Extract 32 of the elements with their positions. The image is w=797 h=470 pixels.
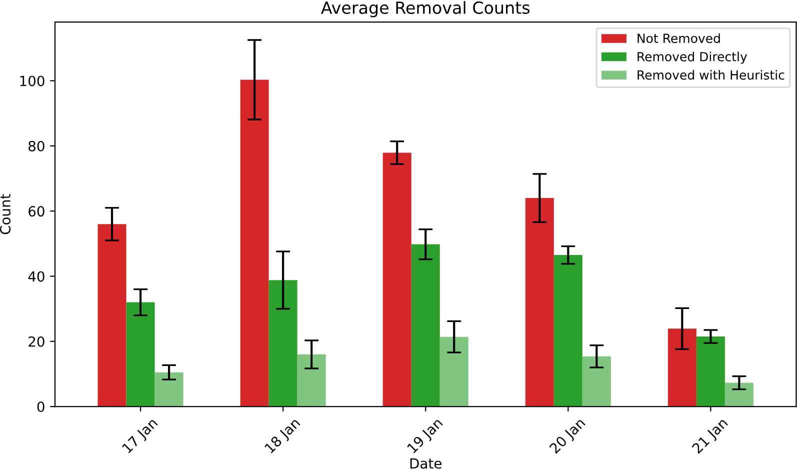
- bar: [554, 255, 582, 407]
- bar: [525, 198, 554, 407]
- bar: [98, 224, 126, 407]
- bar: [382, 152, 412, 407]
- bar: [411, 244, 440, 407]
- bar: [154, 372, 184, 407]
- legend-label: Removed Directly: [638, 52, 747, 64]
- y-tick-label: 20: [28, 336, 44, 347]
- y-axis-title: Count: [0, 194, 11, 234]
- x-tick-label: 21 Jan: [691, 417, 730, 456]
- y-tick-label: 100: [20, 76, 44, 86]
- x-tick-label: 19 Jan: [406, 417, 445, 456]
- x-tick-label: 18 Jan: [264, 417, 302, 456]
- x-tick-label: 20 Jan: [548, 417, 588, 456]
- x-axis-title: Date: [410, 458, 442, 469]
- x-tick-label: 17 Jan: [122, 417, 160, 456]
- y-tick-label: 40: [28, 271, 44, 282]
- y-tick-label: 80: [28, 140, 44, 152]
- bar: [668, 328, 696, 407]
- bar: [126, 302, 155, 407]
- bar: [297, 354, 326, 407]
- legend-label: Not Removed: [638, 33, 720, 44]
- bar: [696, 336, 725, 407]
- y-tick-label: 0: [37, 402, 44, 412]
- bar: [240, 80, 269, 407]
- bar: [268, 280, 298, 407]
- bar: [724, 382, 754, 407]
- legend-label: Removed with Heuristic: [638, 70, 784, 80]
- bar: [582, 356, 611, 407]
- bar: [440, 336, 468, 407]
- chart-title: Average Removal Counts: [321, 1, 530, 18]
- y-tick-label: 60: [28, 206, 44, 217]
